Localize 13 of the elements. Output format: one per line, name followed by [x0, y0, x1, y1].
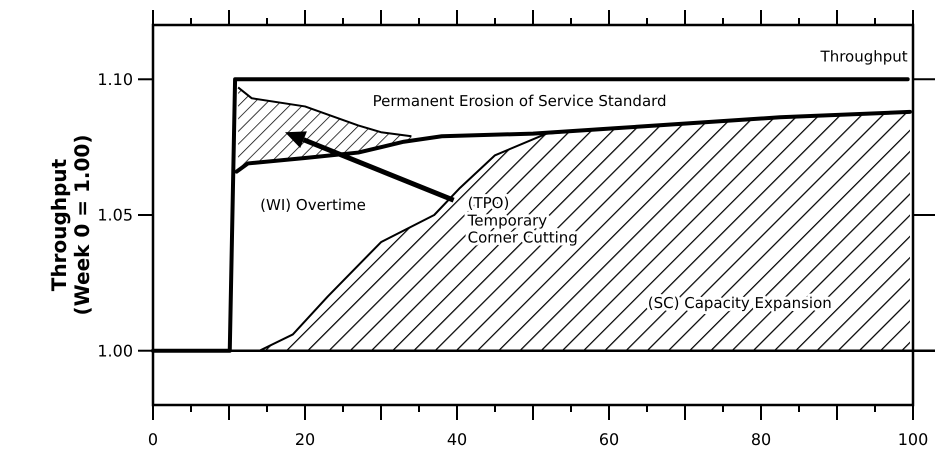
annotation: Permanent Erosion of Service Standard	[372, 92, 667, 110]
x-tick-label: 40	[446, 430, 468, 449]
x-tick-label: 20	[294, 430, 316, 449]
y-tick-label: 1.10	[97, 70, 133, 89]
x-tick-label: 60	[598, 430, 620, 449]
y-axis-title: Throughput (Week 0 = 1.00)	[47, 134, 94, 316]
x-tick-label: 100	[898, 430, 928, 449]
y-tick-label: 1.05	[97, 206, 133, 225]
x-tick-label: 0	[148, 430, 158, 449]
annotation: (WI) Overtime	[260, 196, 366, 214]
series-label: Throughput	[820, 47, 908, 66]
x-tick-label: 80	[750, 430, 772, 449]
y-tick-label: 1.00	[97, 341, 133, 360]
